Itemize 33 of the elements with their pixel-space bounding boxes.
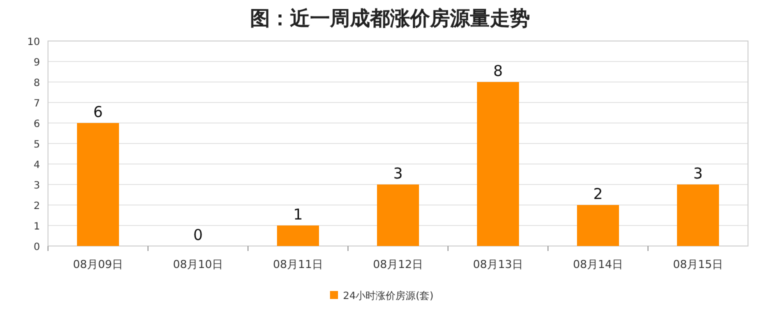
y-tick-label: 0 [34, 242, 40, 253]
x-tick-label: 08月13日 [473, 258, 523, 271]
bar [577, 205, 619, 246]
x-tick-label: 08月15日 [673, 258, 723, 271]
data-label: 2 [593, 185, 603, 203]
x-tick-label: 08月12日 [373, 258, 423, 271]
y-tick-label: 8 [34, 78, 40, 89]
x-tick-label: 08月09日 [73, 258, 123, 271]
legend-label: 24小时涨价房源(套) [343, 290, 434, 302]
bar [477, 82, 519, 246]
data-label: 0 [193, 226, 203, 244]
x-tick-label: 08月10日 [173, 258, 223, 271]
x-tick-label: 08月14日 [573, 258, 623, 271]
bar [677, 184, 719, 246]
y-tick-label: 3 [34, 180, 40, 192]
x-tick-label: 08月11日 [273, 258, 323, 271]
chart-title: 图：近一周成都涨价房源量走势 [250, 6, 530, 30]
data-label: 8 [493, 62, 503, 80]
y-tick-label: 10 [27, 37, 40, 48]
y-tick-label: 2 [34, 201, 40, 212]
data-label: 6 [93, 103, 103, 121]
y-tick-label: 6 [34, 119, 40, 130]
data-label: 3 [393, 164, 403, 182]
y-tick-label: 7 [34, 98, 40, 110]
bar [77, 123, 119, 246]
data-label: 1 [293, 206, 303, 224]
y-tick-label: 4 [34, 160, 40, 171]
y-tick-label: 5 [34, 140, 40, 150]
data-label: 3 [693, 164, 703, 182]
y-tick-label: 1 [34, 222, 40, 232]
bar [277, 226, 319, 246]
bar [377, 184, 419, 246]
y-tick-label: 9 [34, 58, 40, 68]
